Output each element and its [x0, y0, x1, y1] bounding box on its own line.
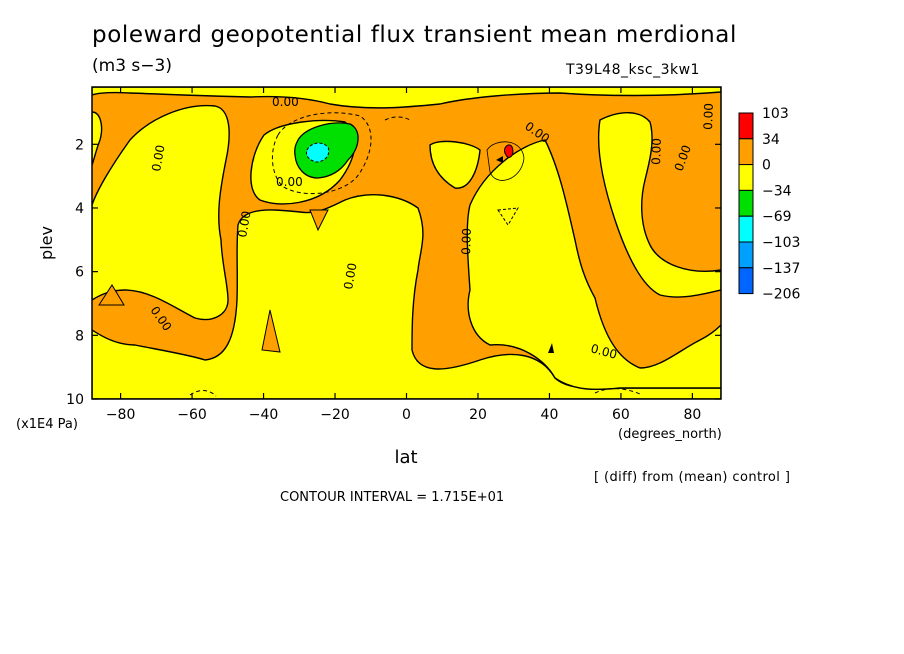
- colorbar-swatch: [738, 267, 754, 295]
- y-tick-label: 4: [75, 201, 84, 217]
- orange-max-ring: [486, 141, 525, 181]
- colorbar-label: −103: [762, 235, 800, 251]
- small-triangle-2: [261, 309, 281, 353]
- contour-label: 0.00: [459, 228, 474, 255]
- yellow-right-lobe: [466, 139, 721, 391]
- small-triangle-4: [497, 207, 519, 226]
- chart-units: (m3 s−3): [92, 56, 172, 76]
- y-tick-label: 8: [75, 328, 84, 344]
- small-triangle-1: [309, 209, 329, 232]
- yellow-top-band: [92, 87, 721, 109]
- small-triangle-3: [98, 284, 125, 306]
- contour-label: 0.00: [649, 138, 664, 165]
- x-tick-label: −20: [320, 407, 350, 423]
- colorbar-label: −137: [762, 261, 800, 277]
- colorbar-label: −34: [762, 183, 792, 199]
- colorbar-swatch: [738, 215, 754, 243]
- x-tick-label: −60: [177, 407, 207, 423]
- plot-area: [92, 87, 721, 399]
- yellow-far-right: [597, 112, 721, 298]
- colorbar-label: −206: [762, 287, 801, 303]
- negative-regions: [92, 87, 721, 399]
- colorbar-swatch: [738, 112, 754, 140]
- colorbar-swatch: [738, 189, 754, 217]
- y-tick-label: 2: [75, 137, 84, 153]
- x-tick-label: −80: [106, 407, 136, 423]
- chart-title: poleward geopotential flux transient mea…: [92, 22, 737, 48]
- y-tick-label: 10: [66, 392, 84, 408]
- contour-label: 0.00: [235, 210, 253, 239]
- contour-label: 0.00: [276, 175, 303, 189]
- colorbar-label: 34: [762, 132, 780, 148]
- x-tick-label: 20: [469, 407, 487, 423]
- x-axis-label: lat: [394, 447, 417, 468]
- x-tick-label: 60: [612, 407, 630, 423]
- yellow-left-edge: [92, 111, 103, 166]
- yellow-mid-small: [429, 140, 481, 189]
- cyan-core: [306, 142, 330, 163]
- contour-label: 0.00: [701, 103, 716, 130]
- y-axis: 2 4 6 8 10: [66, 137, 721, 408]
- colorbar: 103 34 0 −34 −69 −103 −137 −206: [738, 106, 801, 303]
- run-label: T39L48_ksc_3kw1: [566, 62, 700, 78]
- small-triangle-5: [548, 343, 554, 353]
- yellow-left-lobe: [92, 104, 230, 321]
- x-tick-label: −40: [249, 407, 279, 423]
- y-tick-label: 6: [75, 265, 84, 281]
- colorbar-swatch: [738, 138, 754, 166]
- x-axis-unit: (degrees_north): [618, 427, 722, 442]
- diff-note: [ (diff) from (mean) control ]: [594, 470, 791, 485]
- colorbar-swatch: [738, 164, 754, 191]
- contour-label: 0.00: [341, 262, 359, 291]
- x-tick-label: 0: [402, 407, 411, 423]
- small-triangle-6: [496, 156, 503, 163]
- y-axis-label: plev: [37, 226, 56, 260]
- x-axis: −80 −60 −40 −20 0 20 40 60 80: [106, 87, 701, 423]
- x-tick-label: 40: [541, 407, 559, 423]
- yellow-central-south: [92, 194, 721, 399]
- colorbar-label: 103: [762, 106, 789, 122]
- x-tick-label: 80: [683, 407, 701, 423]
- colorbar-label: 0: [762, 158, 771, 174]
- y-axis-unit: (x1E4 Pa): [16, 417, 78, 432]
- contour-label: 0.00: [149, 144, 167, 173]
- colorbar-swatch: [738, 241, 754, 269]
- contour-label: 0.00: [589, 341, 618, 361]
- red-max: [503, 144, 514, 158]
- colorbar-label: −69: [762, 209, 792, 225]
- contour-interval: CONTOUR INTERVAL = 1.715E+01: [280, 490, 505, 505]
- contour-label: 0.00: [272, 95, 299, 109]
